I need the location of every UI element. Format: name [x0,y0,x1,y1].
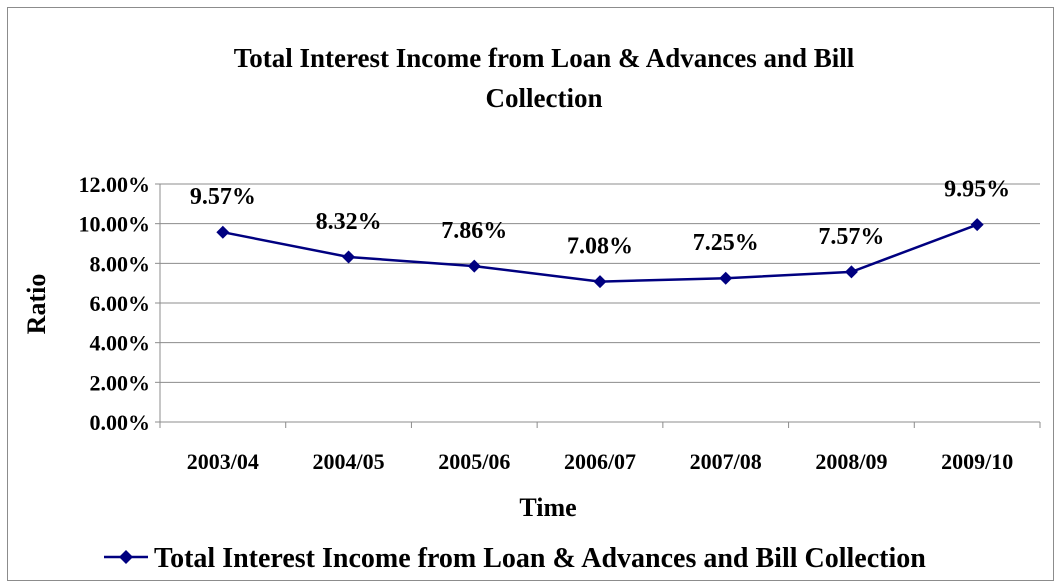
data-label: 9.95% [944,177,1010,203]
data-label: 9.57% [190,184,256,210]
data-label: 7.25% [693,230,759,256]
y-tick-label: 2.00% [90,370,151,395]
x-tick-label: 2004/05 [313,449,385,474]
y-tick-label: 12.00% [79,172,151,197]
data-point-marker [844,265,858,279]
x-axis-title: Time [519,493,576,522]
x-tick-label: 2008/09 [815,449,887,474]
legend-marker-swatch [119,550,133,564]
data-point-marker [467,259,481,273]
data-labels: 9.57% 8.32% 7.86% 7.08% 7.25% 7.57% 9.95% [190,177,1010,260]
data-point-marker [216,225,230,239]
y-axis-title: Ratio [22,274,51,335]
data-label: 7.57% [818,224,884,250]
data-label: 7.86% [441,218,507,244]
axes [155,183,1041,428]
x-tick-labels: 2003/04 2004/05 2005/06 2006/07 2007/08 2008/… [187,449,1013,474]
y-tick-label: 10.00% [79,212,151,237]
series-layer [216,218,984,289]
x-tick-label: 2003/04 [187,449,259,474]
data-label: 7.08% [567,234,633,260]
data-point-marker [970,218,984,232]
y-tick-labels: 0.00% 2.00% 4.00% 6.00% 8.00% 10.00% 12.00% [79,172,151,435]
gridlines [160,183,1040,383]
data-point-marker [719,271,733,285]
x-tick-label: 2006/07 [564,449,636,474]
y-tick-label: 8.00% [90,251,151,276]
chart-title-line-2: Collection [486,83,603,113]
chart-frame [7,7,1054,581]
chart-title-line-1: Total Interest Income from Loan & Advanc… [234,43,855,73]
data-point-marker [342,250,356,264]
x-tick-label: 2005/06 [438,449,510,474]
x-tick-label: 2007/08 [690,449,762,474]
y-tick-label: 4.00% [90,331,151,356]
y-tick-label: 0.00% [90,410,151,435]
legend: Total Interest Income from Loan & Advanc… [104,543,926,574]
y-tick-label: 6.00% [90,291,151,316]
x-tick-label: 2009/10 [941,449,1013,474]
legend-entry: Total Interest Income from Loan & Advanc… [154,543,926,574]
data-label: 8.32% [316,209,382,235]
data-point-marker [593,275,607,289]
